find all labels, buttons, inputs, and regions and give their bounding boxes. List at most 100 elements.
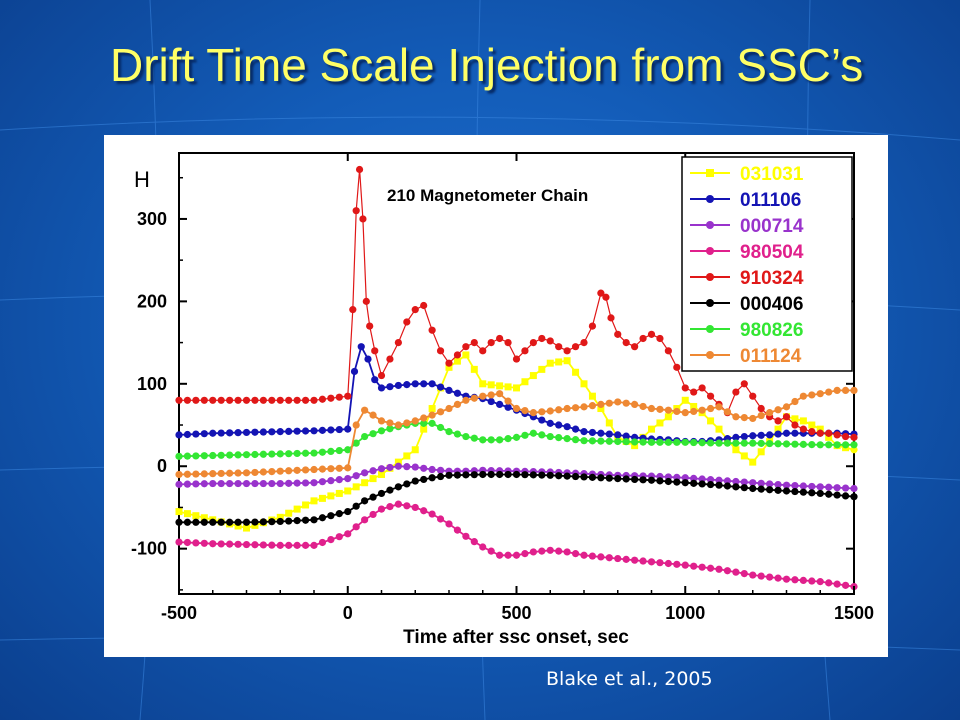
- data-point: [808, 440, 816, 449]
- data-point: [369, 510, 377, 519]
- data-point: [361, 432, 369, 441]
- data-point: [673, 407, 681, 416]
- data-point: [639, 402, 647, 411]
- data-point: [639, 476, 647, 484]
- data-point: [362, 297, 370, 305]
- data-point: [445, 404, 453, 413]
- data-point: [673, 438, 681, 446]
- data-point: [377, 371, 386, 380]
- data-point: [597, 429, 605, 437]
- legend-item-000714: 000714: [690, 216, 804, 237]
- data-point: [799, 417, 807, 425]
- legend-label: 910324: [740, 268, 804, 289]
- data-point: [183, 510, 191, 518]
- data-point: [512, 433, 521, 441]
- data-point: [436, 515, 445, 523]
- legend-marker: [706, 325, 714, 333]
- data-point: [631, 442, 639, 450]
- data-point: [622, 399, 630, 407]
- data-point: [715, 476, 723, 484]
- data-point: [504, 403, 512, 411]
- data-point: [833, 580, 841, 588]
- data-point: [487, 436, 495, 444]
- data-point: [259, 468, 267, 476]
- data-point: [251, 541, 259, 549]
- data-point: [563, 357, 571, 365]
- y-tick-label: 200: [137, 291, 167, 311]
- data-point: [209, 470, 217, 478]
- data-point: [588, 473, 597, 481]
- data-point: [318, 448, 327, 456]
- data-point: [445, 359, 453, 367]
- data-point: [259, 518, 267, 526]
- data-point: [445, 363, 453, 371]
- data-point: [259, 541, 267, 549]
- data-point: [782, 413, 791, 421]
- legend-marker: [706, 299, 714, 307]
- data-point: [681, 479, 689, 487]
- data-point: [529, 548, 537, 556]
- data-point: [428, 380, 436, 388]
- data-point: [470, 434, 478, 442]
- data-point: [377, 505, 386, 513]
- data-point: [740, 439, 748, 447]
- legend-item-011106: 011106: [690, 190, 801, 211]
- data-point: [355, 165, 364, 174]
- data-point: [580, 473, 588, 481]
- data-point: [200, 396, 208, 404]
- data-point: [428, 411, 436, 419]
- data-point: [521, 550, 529, 558]
- data-point: [318, 426, 327, 434]
- data-point: [301, 541, 310, 549]
- legend-marker: [706, 351, 714, 359]
- data-point: [200, 480, 208, 488]
- data-point: [782, 481, 791, 489]
- data-point: [732, 446, 740, 454]
- data-point: [352, 439, 360, 447]
- data-point: [782, 575, 791, 583]
- data-point: [766, 439, 774, 448]
- series-910324: [175, 165, 858, 441]
- data-point: [732, 477, 740, 486]
- data-point: [825, 388, 833, 396]
- legend-label: 980826: [740, 320, 803, 341]
- data-point: [816, 390, 824, 398]
- data-point: [386, 419, 394, 427]
- data-point: [614, 554, 622, 563]
- data-point: [681, 474, 689, 482]
- data-point: [546, 546, 554, 554]
- data-point: [715, 439, 723, 447]
- data-point: [656, 405, 664, 413]
- data-point: [445, 428, 453, 436]
- legend-item-011124: 011124: [690, 346, 802, 367]
- data-point: [327, 512, 335, 520]
- data-point: [479, 436, 487, 444]
- data-point: [285, 396, 293, 404]
- data-point: [242, 469, 251, 477]
- data-point: [487, 397, 495, 406]
- data-point: [546, 337, 554, 345]
- data-point: [766, 409, 774, 417]
- data-point: [571, 343, 580, 351]
- data-point: [808, 482, 816, 491]
- data-point: [285, 517, 293, 525]
- data-point: [749, 479, 757, 487]
- data-point: [293, 396, 301, 404]
- data-point: [183, 430, 192, 439]
- data-point: [723, 482, 732, 490]
- data-point: [791, 482, 799, 490]
- data-point: [841, 484, 850, 492]
- data-point: [487, 338, 495, 347]
- data-point: [276, 541, 284, 549]
- data-point: [344, 487, 352, 495]
- data-point: [470, 338, 478, 347]
- data-point: [757, 485, 765, 493]
- data-point: [453, 357, 461, 365]
- legend-label: 031031: [740, 164, 804, 185]
- data-point: [361, 516, 369, 524]
- data-point: [512, 470, 521, 479]
- data-point: [371, 347, 379, 355]
- data-point: [192, 480, 200, 488]
- data-point: [622, 432, 630, 440]
- data-point: [588, 428, 597, 437]
